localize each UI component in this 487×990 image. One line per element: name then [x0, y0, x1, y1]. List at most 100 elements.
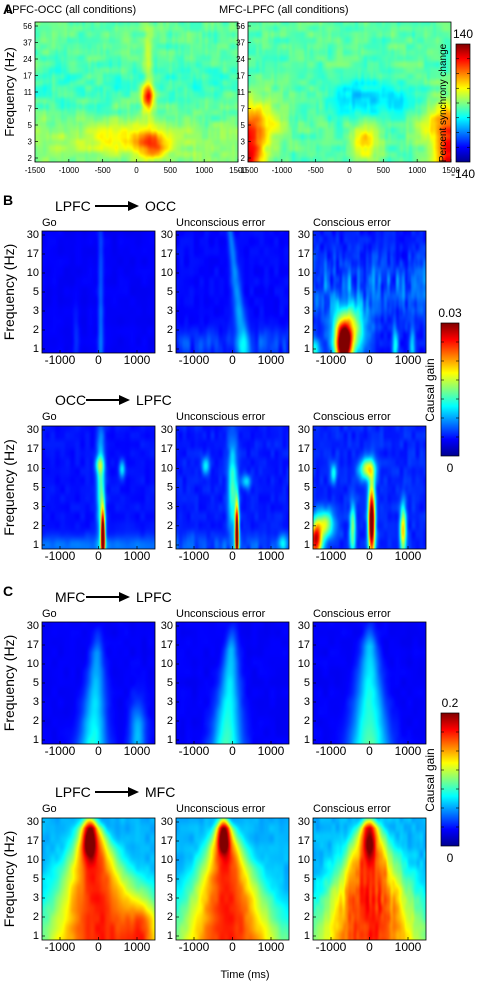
- panel-a-ytick-label: 24: [23, 55, 32, 64]
- row-c-top-ytick-label: 30: [27, 620, 39, 632]
- row-c-bottom-ytick-label: 17: [298, 835, 310, 847]
- row-c-top-heatmap: [313, 622, 426, 744]
- time-xlabel: Time (ms): [220, 969, 269, 981]
- row-c-bottom-to-label: MFC: [145, 784, 175, 800]
- row-b-bottom-xtick-label: 1000: [258, 549, 285, 563]
- row-b-bottom-ytick-label: 5: [304, 482, 310, 494]
- panel-a-ytick-label: 7: [241, 105, 246, 114]
- row-c-top-heatmap: [42, 622, 155, 744]
- row-b-top-ytick-label: 5: [33, 286, 39, 298]
- row-b-bottom-xtick-label: 1000: [124, 549, 151, 563]
- row-c-top-ytick-label: 1: [304, 734, 310, 746]
- row-c-bottom-xtick-label: -1000: [45, 940, 76, 954]
- panel-a-ytick-label: 37: [236, 39, 245, 48]
- row-c-bottom-heatmap: [42, 818, 155, 940]
- row-b-bottom-ytick-label: 5: [167, 482, 173, 494]
- row-c-bottom-ytick-label: 3: [33, 892, 39, 904]
- row-b-top-ytick-label: 30: [161, 229, 173, 241]
- panel-a-xtick-label: -500: [95, 166, 112, 175]
- row-b-top-ytick-label: 17: [298, 248, 310, 260]
- row-c-top-xtick-label: 0: [366, 744, 373, 758]
- row-b-top-panel-title: Conscious error: [313, 217, 391, 229]
- row-b-bottom-ytick-label: 1: [167, 539, 173, 551]
- row-c-bottom-xtick-label: 1000: [258, 940, 285, 954]
- row-b-top-ytick-label: 2: [304, 324, 310, 336]
- row-c-bottom-xtick-label: 0: [95, 940, 102, 954]
- row-c-bottom-panel-title: Conscious error: [313, 803, 391, 815]
- row-b-top-xtick-label: -1000: [45, 353, 76, 367]
- panel-b-colorbar-label: Causal gain: [423, 358, 437, 421]
- row-c-bottom-ytick-label: 30: [27, 816, 39, 828]
- panel-a-ytick-label: 37: [23, 39, 32, 48]
- panel-a-xtick-label: -1500: [238, 166, 259, 175]
- row-b-top-ytick-label: 2: [33, 324, 39, 336]
- panel-a-xtick-label: -500: [308, 166, 325, 175]
- row-c-top-ytick-label: 3: [33, 696, 39, 708]
- row-c-top-panel-title: Conscious error: [313, 608, 391, 620]
- row-b-bottom-ytick-label: 10: [161, 462, 173, 474]
- row-b-top-heatmap: [176, 231, 289, 353]
- panel-a-colorbar-max: 140: [453, 27, 473, 41]
- row-b-top-heatmap: [42, 231, 155, 353]
- row-c-top-ytick-label: 30: [298, 620, 310, 632]
- row-b-top-xtick-label: 1000: [124, 353, 151, 367]
- row-c-top-arrow-head: [119, 592, 130, 602]
- row-c-top-ytick-label: 10: [298, 658, 310, 670]
- panel-a-ytick-label: 56: [23, 22, 32, 31]
- row-c-top-xtick-label: 0: [95, 744, 102, 758]
- panel-a-title: LPFC-OCC (all conditions): [6, 4, 136, 16]
- panel-a-xtick-label: 0: [134, 166, 139, 175]
- panel-a-ytick-label: 3: [28, 138, 33, 147]
- row-b-bottom-xtick-label: -1000: [179, 549, 210, 563]
- row-c-top-ytick-label: 3: [167, 696, 173, 708]
- row-b-bottom-ytick-label: 2: [33, 520, 39, 532]
- panel-b-colorbar-min: 0: [447, 461, 454, 475]
- panel-b-colorbar-max: 0.03: [438, 306, 462, 320]
- row-c-bottom-ytick-label: 3: [304, 892, 310, 904]
- row-b-bottom-ytick-label: 17: [161, 443, 173, 455]
- row-b-bottom-ytick-label: 1: [33, 539, 39, 551]
- row-c-top-xtick-label: -1000: [316, 744, 347, 758]
- panel-a-xtick-label: 500: [377, 166, 391, 175]
- panel-a-heatmap: [248, 22, 451, 162]
- row-b-top-xtick-label: 0: [366, 353, 373, 367]
- row-c-top-ytick-label: 3: [304, 696, 310, 708]
- row-b-top-ytick-label: 30: [27, 229, 39, 241]
- row-c-top-ylabel: Frequency (Hz): [1, 635, 17, 731]
- row-c-top-panel-title: Go: [42, 608, 57, 620]
- row-b-bottom-heatmap: [42, 426, 155, 549]
- row-b-top-ytick-label: 3: [304, 305, 310, 317]
- row-c-top-xtick-label: -1000: [45, 744, 76, 758]
- row-b-top-ytick-label: 17: [27, 248, 39, 260]
- row-c-top-ytick-label: 10: [161, 658, 173, 670]
- panel-a-xtick-label: 0: [347, 166, 352, 175]
- row-c-bottom-panel-title: Unconscious error: [176, 803, 266, 815]
- row-b-top-ytick-label: 3: [167, 305, 173, 317]
- row-b-top-ytick-label: 30: [298, 229, 310, 241]
- row-b-top-ytick-label: 5: [304, 286, 310, 298]
- panel-a-xtick-label: 1500: [442, 166, 460, 175]
- row-c-bottom-xtick-label: 1000: [395, 940, 422, 954]
- panel-a-xtick-label: -1000: [59, 166, 80, 175]
- row-c-top-ytick-label: 30: [161, 620, 173, 632]
- panel-a-ylabel: Frequency (Hz): [2, 47, 17, 137]
- row-b-top-ytick-label: 3: [33, 305, 39, 317]
- row-c-top-xtick-label: 1000: [124, 744, 151, 758]
- panel-c-colorbar: [440, 712, 460, 847]
- panel-c-colorbar-max: 0.2: [442, 696, 459, 710]
- row-b-bottom-to-label: LPFC: [136, 392, 172, 408]
- row-c-top-ytick-label: 5: [167, 677, 173, 689]
- row-c-top-from-label: MFC: [55, 589, 85, 605]
- row-b-bottom-arrow-head: [119, 395, 130, 405]
- panel-a-ytick-label: 17: [23, 72, 32, 81]
- row-c-top-ytick-label: 1: [33, 734, 39, 746]
- row-b-top-ytick-label: 10: [161, 267, 173, 279]
- row-b-top-xtick-label: 0: [95, 353, 102, 367]
- row-c-top-ytick-label: 5: [33, 677, 39, 689]
- row-c-bottom-xtick-label: 0: [366, 940, 373, 954]
- row-c-top-ytick-label: 1: [167, 734, 173, 746]
- row-b-top-ytick-label: 5: [167, 286, 173, 298]
- row-b-bottom-ytick-label: 3: [167, 501, 173, 513]
- row-b-top-ylabel: Frequency (Hz): [1, 244, 17, 340]
